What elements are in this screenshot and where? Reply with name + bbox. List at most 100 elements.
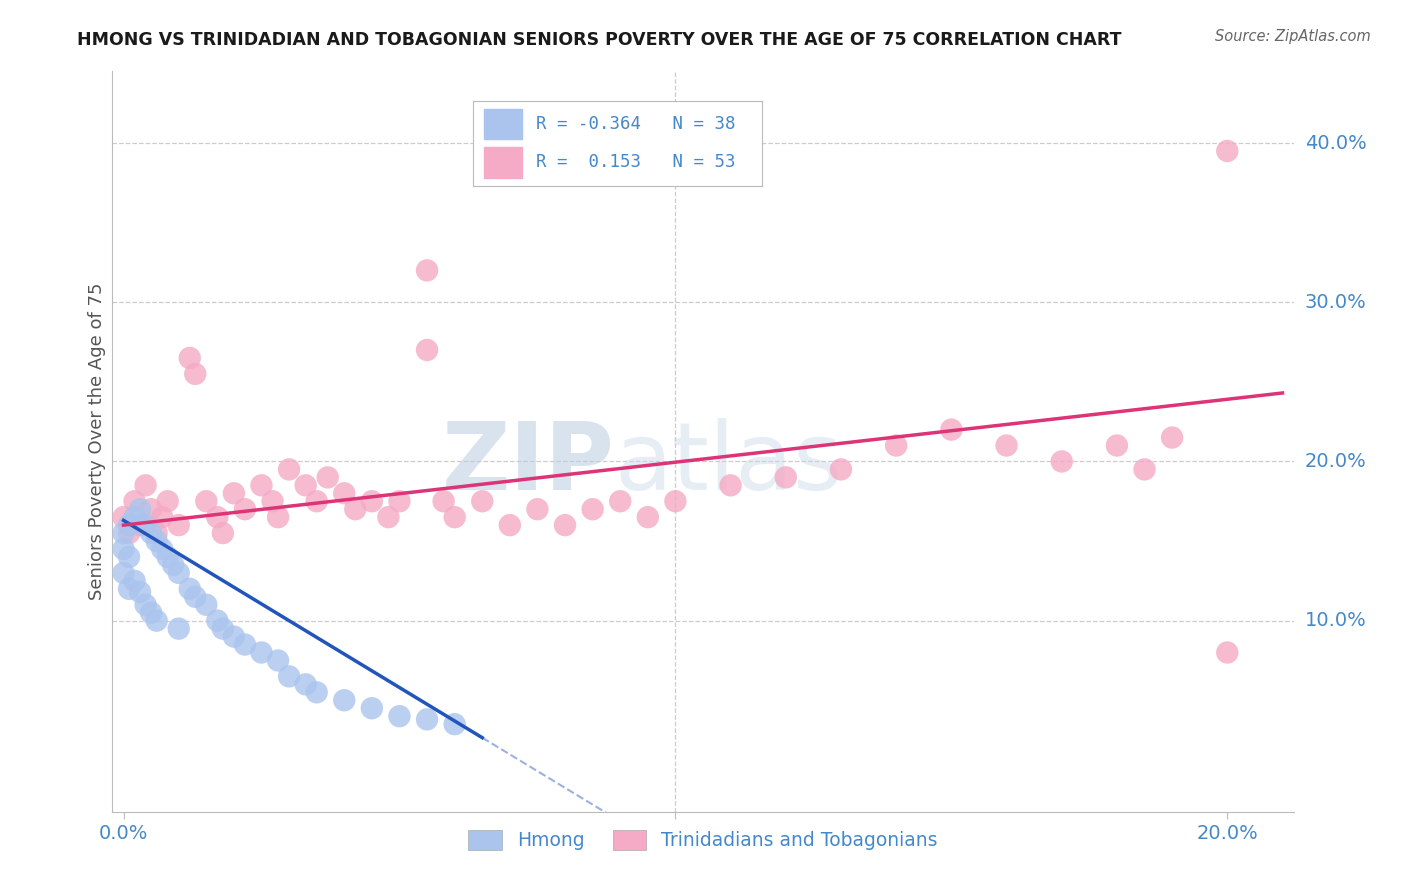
Point xyxy=(333,486,356,500)
Point xyxy=(499,518,522,533)
Point xyxy=(222,630,245,644)
Point xyxy=(135,518,157,533)
Point xyxy=(112,541,135,556)
Point xyxy=(1216,144,1239,158)
Point xyxy=(167,566,190,580)
Point xyxy=(526,502,548,516)
Point xyxy=(1133,462,1156,476)
Point xyxy=(581,502,603,516)
Point xyxy=(167,518,190,533)
Text: HMONG VS TRINIDADIAN AND TOBAGONIAN SENIORS POVERTY OVER THE AGE OF 75 CORRELATI: HMONG VS TRINIDADIAN AND TOBAGONIAN SENI… xyxy=(77,31,1122,49)
Point xyxy=(471,494,494,508)
Point xyxy=(145,526,167,541)
Point xyxy=(129,518,152,533)
Point xyxy=(150,541,173,556)
Point xyxy=(129,585,152,599)
Point xyxy=(637,510,659,524)
Point xyxy=(162,558,184,572)
Text: Source: ZipAtlas.com: Source: ZipAtlas.com xyxy=(1215,29,1371,44)
Point xyxy=(112,510,135,524)
Point xyxy=(344,502,367,516)
Point xyxy=(884,438,907,452)
Text: ZIP: ZIP xyxy=(441,417,614,509)
Point xyxy=(830,462,852,476)
Point xyxy=(250,646,273,660)
Text: 30.0%: 30.0% xyxy=(1305,293,1367,311)
Point xyxy=(995,438,1018,452)
Point xyxy=(377,510,399,524)
Point xyxy=(262,494,284,508)
Point xyxy=(195,494,218,508)
Point xyxy=(156,549,179,564)
Text: 20.0%: 20.0% xyxy=(1305,452,1367,471)
Point xyxy=(416,343,439,357)
Point xyxy=(212,622,235,636)
Point xyxy=(388,494,411,508)
Point xyxy=(1050,454,1073,468)
Point xyxy=(1161,431,1184,445)
Point xyxy=(150,510,173,524)
Point xyxy=(167,622,190,636)
Point xyxy=(775,470,797,484)
Point xyxy=(118,526,141,541)
Point xyxy=(720,478,742,492)
Point xyxy=(184,590,207,604)
Point xyxy=(388,709,411,723)
Point xyxy=(267,510,290,524)
Point xyxy=(554,518,576,533)
Point xyxy=(145,534,167,549)
Point xyxy=(1105,438,1128,452)
Point xyxy=(179,582,201,596)
Point xyxy=(124,510,146,524)
Point xyxy=(195,598,218,612)
Point xyxy=(233,502,256,516)
Point xyxy=(124,574,146,588)
Point xyxy=(135,598,157,612)
Point xyxy=(112,566,135,580)
Point xyxy=(145,614,167,628)
Point xyxy=(609,494,631,508)
Point xyxy=(156,494,179,508)
Text: 10.0%: 10.0% xyxy=(1305,611,1367,630)
Point xyxy=(305,685,328,699)
Point xyxy=(118,549,141,564)
Point xyxy=(360,494,382,508)
Point xyxy=(1216,646,1239,660)
Point xyxy=(139,526,162,541)
Point xyxy=(118,582,141,596)
Point xyxy=(129,502,152,516)
Point xyxy=(139,502,162,516)
Point xyxy=(135,478,157,492)
Point xyxy=(333,693,356,707)
Point xyxy=(207,510,229,524)
Text: 40.0%: 40.0% xyxy=(1305,134,1367,153)
Point xyxy=(278,462,301,476)
Point xyxy=(941,423,963,437)
Text: atlas: atlas xyxy=(614,417,842,509)
Point xyxy=(278,669,301,683)
Point xyxy=(139,606,162,620)
Point xyxy=(360,701,382,715)
Point xyxy=(664,494,686,508)
Point xyxy=(250,478,273,492)
Point xyxy=(179,351,201,365)
Point xyxy=(416,712,439,726)
Point xyxy=(316,470,339,484)
Point xyxy=(184,367,207,381)
Point xyxy=(233,638,256,652)
Point xyxy=(222,486,245,500)
Point xyxy=(267,653,290,667)
Point xyxy=(416,263,439,277)
Point xyxy=(443,510,465,524)
Point xyxy=(294,478,316,492)
Point xyxy=(294,677,316,691)
Y-axis label: Seniors Poverty Over the Age of 75: Seniors Poverty Over the Age of 75 xyxy=(87,283,105,600)
Point xyxy=(124,494,146,508)
Point xyxy=(433,494,456,508)
Point xyxy=(443,717,465,731)
Point xyxy=(212,526,235,541)
Point xyxy=(305,494,328,508)
Point xyxy=(207,614,229,628)
Legend: Hmong, Trinidadians and Tobagonians: Hmong, Trinidadians and Tobagonians xyxy=(461,822,945,858)
Point xyxy=(112,526,135,541)
